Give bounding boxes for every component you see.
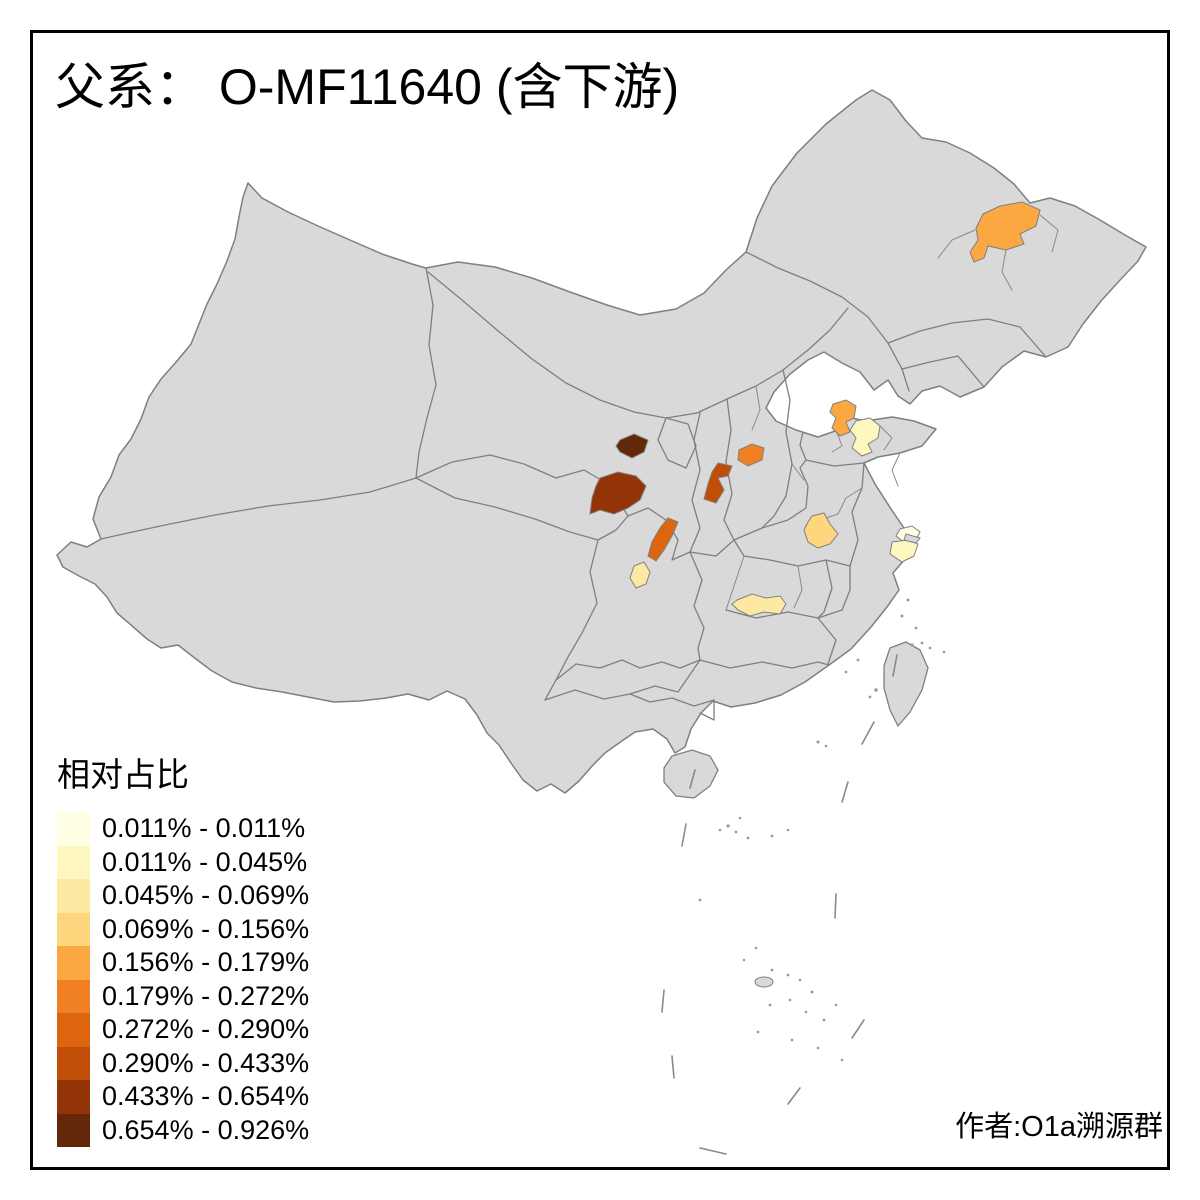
legend-row: 0.069% - 0.156% (57, 912, 310, 946)
region-sichuan-north (647, 517, 679, 562)
legend-row: 0.156% - 0.179% (57, 946, 309, 980)
legend-swatch (57, 1013, 90, 1047)
legend-label: 0.654% - 0.926% (102, 1114, 310, 1145)
region-hunan-north (731, 593, 787, 617)
legend-swatch (57, 912, 90, 946)
map-title: 父系： O-MF11640 (含下游) (55, 59, 680, 115)
legend-label: 0.011% - 0.011% (102, 813, 306, 844)
prefecture-borders (725, 214, 1059, 611)
legend-swatch (57, 1080, 90, 1114)
legend-row: 0.011% - 0.045% (57, 845, 309, 879)
legend-swatch (57, 879, 90, 913)
legend-label: 0.156% - 0.179% (102, 947, 310, 978)
islets (698, 598, 946, 1062)
nine-dash-line (661, 654, 898, 1155)
legend-label: 0.433% - 0.654% (102, 1081, 310, 1112)
region-gansu-south-small (615, 433, 649, 459)
province-borders (100, 251, 1047, 721)
legend-swatch (57, 812, 90, 846)
region-shandong-north (829, 399, 857, 437)
legend-swatch (57, 845, 90, 879)
south-sea-island (754, 976, 774, 988)
region-gansu-south-large (589, 471, 647, 515)
legend-label: 0.179% - 0.272% (102, 980, 310, 1011)
legend-label: 0.045% - 0.069% (102, 880, 310, 911)
legend-row: 0.290% - 0.433% (57, 1046, 310, 1080)
legend-swatch (57, 946, 90, 980)
china-mainland-outline (56, 89, 1147, 794)
choropleth-regions (589, 201, 1041, 617)
region-henan-central (803, 512, 839, 549)
legend: 相对占比 0.011% - 0.011% 0.011% - 0.045% 0.0… (57, 748, 309, 1147)
legend-row: 0.654% - 0.926% (57, 1113, 310, 1147)
region-sichuan-west (629, 561, 651, 589)
legend-swatch (57, 979, 90, 1013)
legend-row: 0.179% - 0.272% (57, 979, 310, 1013)
region-shaanxi-central (703, 462, 733, 504)
legend-row: 0.272% - 0.290% (57, 1013, 309, 1047)
hainan-island (663, 749, 719, 799)
legend-row: 0.011% - 0.011% (57, 812, 309, 846)
legend-label: 0.011% - 0.045% (102, 846, 308, 877)
legend-title: 相对占比 (57, 756, 189, 793)
legend-label: 0.290% - 0.433% (102, 1047, 310, 1078)
legend-swatch (57, 1046, 90, 1080)
chongming-island (903, 533, 921, 544)
region-heilongjiang-area (969, 201, 1041, 263)
legend-swatch (57, 1113, 90, 1147)
region-shandong-central (849, 417, 881, 457)
attribution-text: 作者:O1a溯源群 (955, 1111, 1163, 1143)
legend-label: 0.069% - 0.156% (102, 913, 310, 944)
region-shaanxi-north (737, 443, 765, 467)
legend-row: 0.433% - 0.654% (57, 1080, 309, 1114)
legend-rows: 0.011% - 0.011% 0.011% - 0.045% 0.045% -… (57, 812, 309, 1147)
legend-row: 0.045% - 0.069% (57, 879, 309, 913)
taiwan-island (883, 641, 929, 728)
legend-label: 0.272% - 0.290% (102, 1014, 310, 1045)
